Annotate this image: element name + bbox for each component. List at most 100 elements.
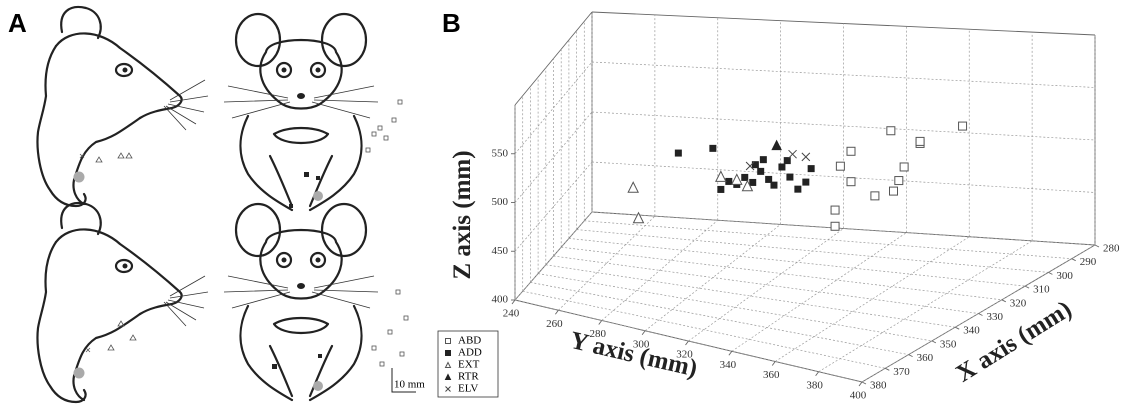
data-point	[749, 178, 757, 186]
data-point	[894, 176, 904, 186]
tick-mark	[815, 371, 819, 377]
legend-label: EXT	[458, 359, 480, 371]
data-point	[771, 139, 782, 151]
tick-mark	[954, 326, 960, 330]
data-point	[807, 165, 815, 173]
scale-bar: 10 mm	[391, 368, 425, 393]
data-point	[759, 156, 767, 164]
tick-mark	[641, 330, 646, 336]
y-tick-label: 380	[806, 379, 823, 391]
tick-mark	[598, 320, 603, 325]
legend-marker	[445, 338, 451, 344]
data-point	[794, 185, 802, 193]
tick-mark	[728, 350, 733, 356]
y-tick-label: 340	[720, 359, 737, 371]
data-point	[715, 170, 727, 182]
legend-marker	[444, 373, 452, 380]
x-tick-label: 370	[893, 366, 910, 378]
tick-mark	[885, 367, 890, 371]
grid-line	[558, 215, 656, 311]
legend-marker	[445, 350, 451, 356]
z-tick-label: 550	[492, 147, 509, 159]
data-point	[830, 221, 840, 231]
grid-line	[514, 299, 863, 383]
tick-mark	[511, 299, 516, 305]
data-point	[745, 161, 755, 171]
data-point	[958, 121, 968, 131]
grid-line	[561, 246, 1002, 301]
tick-mark	[1094, 244, 1100, 248]
z-axis-title: Z axis (mm)	[449, 150, 476, 279]
grid-line	[861, 244, 1096, 383]
grid-line	[568, 238, 1026, 287]
data-point	[725, 177, 733, 185]
grid-line	[584, 220, 1072, 260]
y-tick-label: 300	[633, 338, 650, 350]
data-point	[870, 191, 880, 201]
legend-label: ADD	[458, 347, 482, 359]
tick-mark	[861, 381, 867, 385]
tick-mark	[908, 354, 913, 358]
x-tick-label: 360	[917, 352, 934, 364]
tick-mark	[771, 361, 776, 366]
data-point	[783, 157, 791, 165]
legend-label: RTR	[458, 371, 479, 383]
data-point	[717, 185, 725, 193]
data-point	[889, 186, 898, 196]
site-markers	[272, 172, 322, 369]
tick-mark	[1024, 285, 1030, 289]
x-tick-label: 320	[1010, 297, 1027, 309]
data-point	[770, 181, 778, 189]
x-tick-label: 330	[987, 311, 1004, 323]
tick-mark	[1048, 271, 1053, 275]
data-point	[757, 167, 765, 175]
y-axis-title: Y axis (mm)	[568, 327, 700, 382]
x-tick-label: 280	[1103, 243, 1120, 255]
y-tick-label: 360	[763, 369, 780, 381]
grid-line	[688, 228, 844, 342]
panel-label: B	[442, 8, 461, 38]
data-point	[846, 146, 856, 156]
data-point	[741, 179, 754, 192]
z-tick-label: 400	[492, 294, 509, 306]
x-axis-title: X axis (mm)	[952, 296, 1077, 388]
data-point	[778, 163, 786, 171]
data-point	[786, 173, 794, 181]
data-point	[915, 136, 925, 146]
y-tick-label: 260	[546, 318, 563, 330]
legend-marker	[444, 361, 452, 368]
z-tick-label: 450	[492, 245, 509, 257]
data-point	[765, 175, 773, 183]
x-tick-label: 340	[963, 325, 980, 337]
data-point	[846, 177, 856, 187]
data-point	[751, 161, 759, 169]
x-tick-label: 300	[1056, 270, 1073, 282]
side-view-illustration	[36, 5, 210, 208]
grid-line	[576, 229, 1049, 273]
data-point	[730, 173, 743, 185]
grid-line	[553, 255, 979, 314]
y-tick-label: 320	[676, 349, 693, 361]
y-tick-label: 400	[850, 390, 867, 402]
site-markers	[79, 99, 409, 367]
x-tick-label: 290	[1080, 256, 1097, 268]
x-tick-label: 380	[870, 380, 887, 392]
tick-mark	[931, 340, 937, 344]
data-point	[709, 144, 717, 152]
tick-mark	[1001, 299, 1007, 303]
data-point	[674, 149, 682, 157]
grid-line	[545, 264, 956, 328]
legend-label: ELV	[458, 383, 478, 395]
grid-line	[591, 211, 1096, 246]
x-tick-label: 350	[940, 338, 957, 350]
data-point	[802, 178, 810, 186]
tick-mark	[555, 309, 559, 315]
x-tick-label: 310	[1033, 284, 1050, 296]
data-point	[830, 205, 840, 215]
tick-mark	[685, 340, 689, 346]
legend-marker	[445, 386, 451, 392]
grid-line	[514, 211, 593, 301]
side-view-illustration	[36, 201, 210, 404]
scale-bar-label: 10 mm	[394, 379, 425, 391]
data-point	[886, 126, 896, 136]
